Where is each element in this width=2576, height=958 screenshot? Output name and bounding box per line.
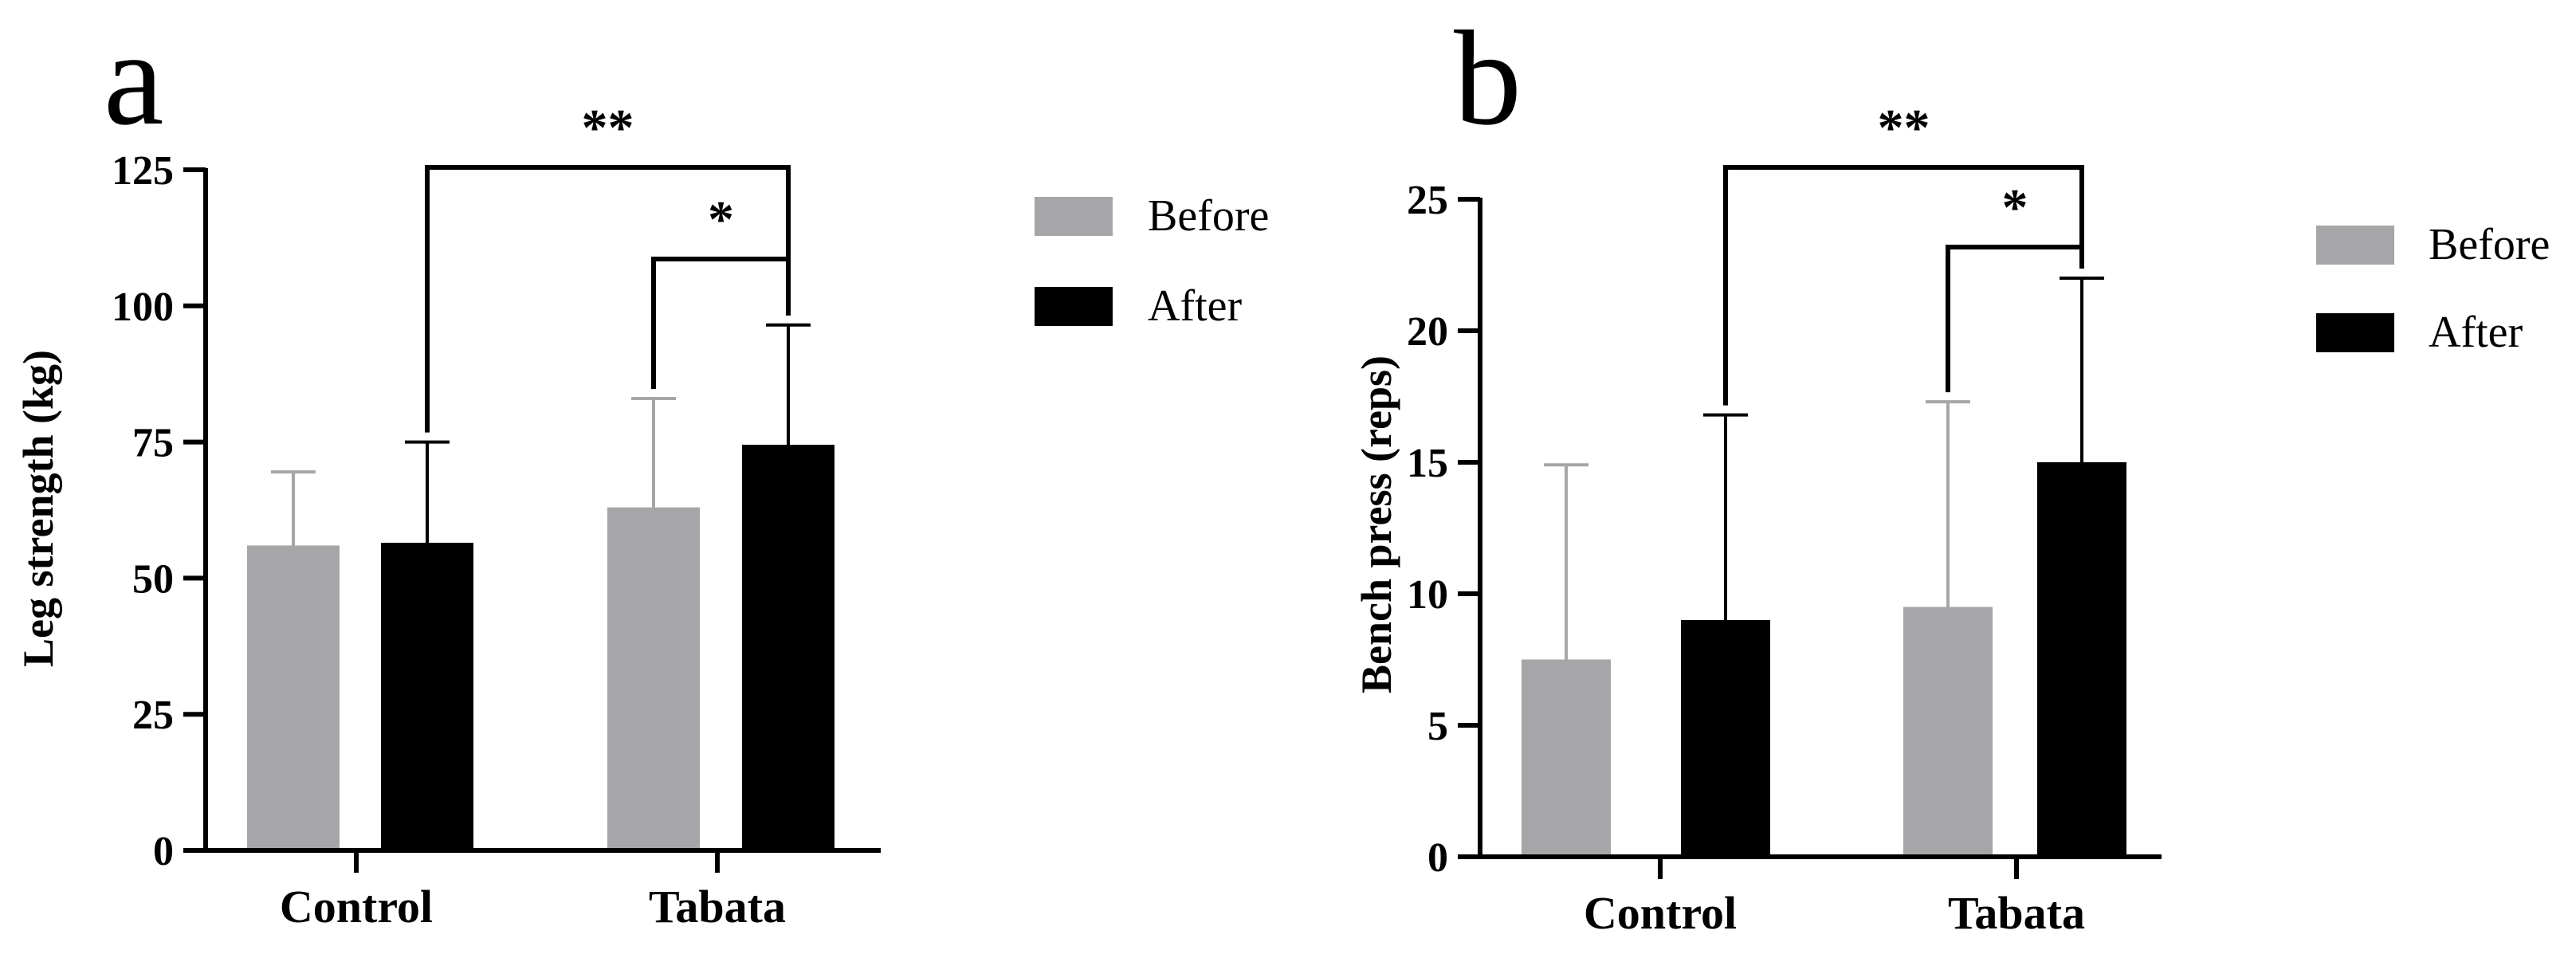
y-tick-label-25: 25 [132, 693, 174, 738]
significance-label-0: ** [582, 99, 634, 157]
y-tick-label-0: 0 [1427, 835, 1448, 881]
y-tick-label-50: 50 [132, 556, 174, 602]
bar-control-before [1522, 659, 1611, 857]
significance-bracket-0 [425, 165, 791, 433]
y-tick-label-10: 10 [1407, 572, 1448, 618]
category-label-control: Control [280, 881, 433, 932]
significance-bracket-0 [1723, 165, 2084, 406]
bar-tabata-after [2037, 462, 2126, 857]
significance-label-1: * [708, 190, 734, 249]
legend-swatch-before [2316, 226, 2394, 265]
y-tick-label-5: 5 [1427, 704, 1448, 749]
legend-label-before: Before [1148, 191, 1269, 241]
legend-swatch-before [1035, 197, 1113, 236]
y-tick-label-100: 100 [112, 285, 174, 330]
legend-label-before: Before [2429, 220, 2550, 269]
legend-swatch-after [1035, 287, 1113, 326]
significance-bracket-1 [651, 257, 791, 389]
significance-label-0: ** [1878, 99, 1930, 157]
panel-a-letter: a [104, 3, 163, 153]
legend-swatch-after [2316, 313, 2394, 352]
significance-label-1: * [2002, 179, 2028, 237]
y-tick-label-0: 0 [153, 829, 174, 874]
significance-bracket-1 [1946, 245, 2084, 393]
y-tick-label-25: 25 [1407, 178, 1448, 223]
bar-tabata-before [607, 507, 700, 850]
bar-control-after [1681, 620, 1770, 857]
panel-b-chart: b Bench press (reps) 0 5 10 15 20 25 Control T… [1353, 3, 2550, 939]
panel-a-y-axis-title: Leg strength (kg) [14, 350, 62, 667]
y-tick-label-15: 15 [1407, 441, 1448, 486]
y-tick-label-75: 75 [132, 421, 174, 466]
category-label-control: Control [1584, 887, 1737, 939]
legend-label-after: After [2429, 308, 2523, 357]
y-tick-label-20: 20 [1407, 309, 1448, 355]
legend-label-after: After [1148, 281, 1243, 331]
category-label-tabata: Tabata [649, 881, 786, 932]
y-tick-label-125: 125 [112, 148, 174, 194]
bar-control-after [381, 542, 473, 850]
panel-b-y-axis-title: Bench press (reps) [1353, 355, 1400, 693]
category-label-tabata: Tabata [1948, 887, 2085, 939]
panel-a-chart: a Leg strength (kg) 0 25 50 75 100 125 Contro… [14, 3, 1269, 932]
bar-tabata-after [742, 445, 834, 850]
bar-control-before [247, 545, 340, 850]
panel-b-letter: b [1454, 3, 1522, 153]
bar-tabata-before [1903, 607, 1993, 857]
